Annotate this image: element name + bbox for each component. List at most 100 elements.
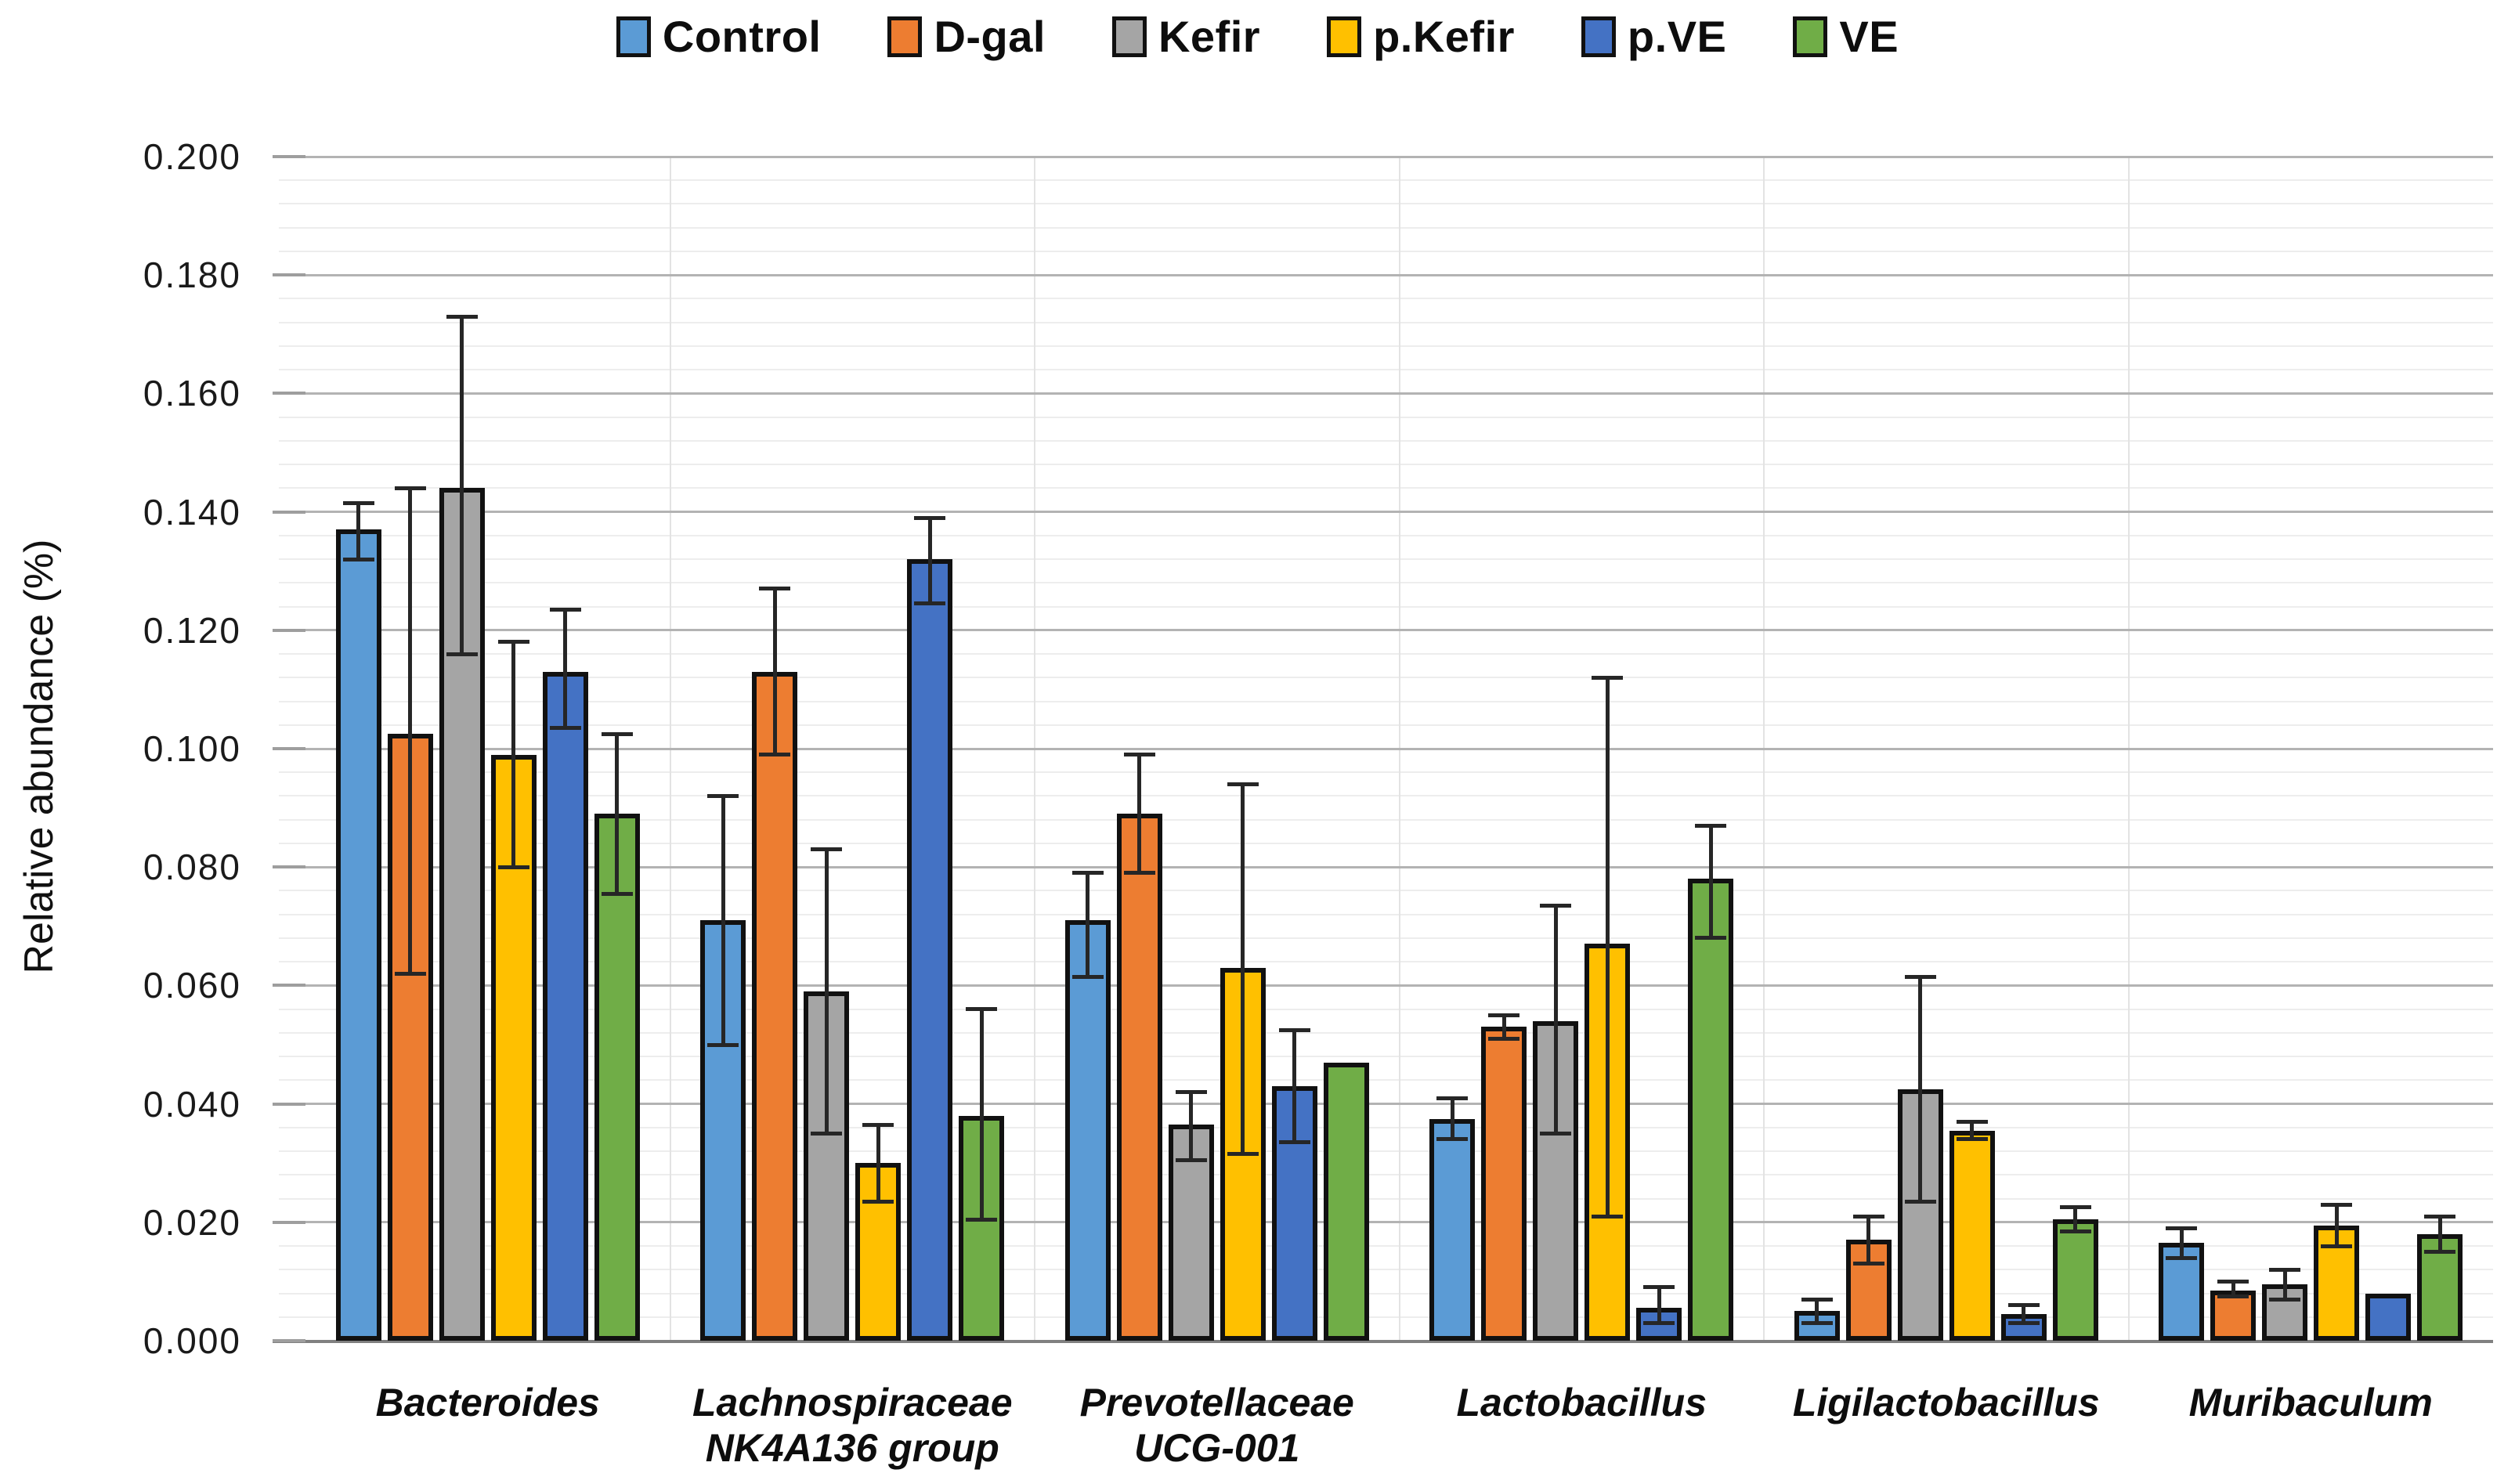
legend-item-kefir: Kefir — [1111, 11, 1261, 62]
error-bar-cap-top — [811, 847, 843, 852]
y-tick-mark — [273, 984, 305, 988]
gridline-major — [273, 865, 2493, 868]
legend-swatch-icon — [1793, 16, 1828, 57]
gridline-major — [273, 1221, 2493, 1224]
y-tick-mark — [273, 1339, 305, 1342]
y-tick-label: 0.100 — [143, 728, 241, 769]
error-bar-line — [563, 609, 568, 728]
gridline-minor — [279, 250, 2493, 252]
error-bar-cap-bottom — [1643, 1320, 1675, 1325]
error-bar-cap-bottom — [446, 652, 478, 656]
bar-control-group3 — [1064, 920, 1111, 1341]
error-bar-cap-top — [1801, 1297, 1833, 1302]
gridline-minor — [279, 1008, 2493, 1010]
error-bar-cap-bottom — [497, 865, 529, 869]
gridline-major — [273, 155, 2493, 158]
gridline-minor — [279, 558, 2493, 561]
y-tick-label: 0.020 — [143, 1201, 241, 1243]
bar-p-ve-group1 — [542, 671, 588, 1341]
error-bar-cap-top — [914, 515, 946, 520]
bar-kefir-group1 — [439, 488, 485, 1341]
bar-control-group4 — [1429, 1118, 1476, 1341]
bar-d-gal-group1 — [387, 734, 433, 1341]
error-bar-cap-bottom — [759, 753, 791, 757]
legend-item-ve: VE — [1793, 11, 1899, 62]
error-bar-cap-top — [1278, 1027, 1310, 1032]
y-tick-label: 0.180 — [143, 255, 241, 296]
bar-p-ve-group2 — [907, 559, 953, 1341]
gridline-minor — [279, 890, 2493, 892]
error-bar-cap-bottom — [1540, 1131, 1572, 1136]
error-bar-cap-bottom — [1956, 1137, 1988, 1142]
gridline-minor — [279, 1126, 2493, 1128]
gridline-minor — [279, 369, 2493, 371]
bar-ve-group1 — [594, 814, 640, 1341]
bar-d-gal-group4 — [1481, 1027, 1527, 1341]
legend-swatch-icon — [1327, 16, 1362, 57]
error-bar-cap-top — [601, 731, 633, 736]
bar-control-group1 — [335, 529, 381, 1341]
gridline-minor — [279, 226, 2493, 229]
error-bar-cap-top — [2059, 1205, 2091, 1210]
gridline-minor — [279, 842, 2493, 844]
error-bar-cap-top — [1904, 974, 1936, 979]
error-bar-cap-top — [2424, 1214, 2456, 1219]
error-bar-cap-bottom — [1801, 1320, 1833, 1325]
gridline-minor — [279, 771, 2493, 774]
legend-swatch-icon — [1581, 16, 1616, 57]
gridline-minor — [279, 913, 2493, 915]
error-bar-cap-bottom — [707, 1042, 739, 1047]
error-bar-line — [721, 796, 725, 1045]
legend-label: VE — [1839, 12, 1899, 61]
gridline-minor — [279, 961, 2493, 963]
legend-item-p-ve: p.VE — [1581, 11, 1726, 62]
gridline-minor — [279, 1292, 2493, 1294]
error-bar-line — [2334, 1204, 2339, 1247]
gridline-minor — [279, 1197, 2493, 1200]
error-bar-cap-top — [1695, 823, 1727, 828]
category-label-group3: Prevotellaceae UCG-001 — [1079, 1381, 1354, 1470]
gridline-minor — [279, 298, 2493, 300]
error-bar-cap-bottom — [2059, 1229, 2091, 1233]
error-bar-cap-top — [2007, 1303, 2040, 1308]
error-bar-cap-bottom — [1695, 936, 1727, 941]
error-bar-cap-bottom — [862, 1199, 894, 1204]
y-tick-mark — [273, 273, 305, 277]
error-bar-cap-bottom — [2007, 1320, 2040, 1325]
legend: Control D-gal Kefir p.Kefir p.VE VE — [0, 11, 2515, 62]
gridline-major — [273, 392, 2493, 395]
error-bar-cap-bottom — [1904, 1199, 1936, 1204]
error-bar-cap-top — [1540, 903, 1572, 908]
gridline-minor — [279, 937, 2493, 939]
legend-swatch-icon — [616, 16, 651, 57]
error-bar-cap-bottom — [2321, 1244, 2353, 1248]
gridline-minor — [279, 1056, 2493, 1058]
error-bar-cap-bottom — [601, 891, 633, 896]
error-bar-cap-bottom — [914, 601, 946, 606]
category-label-group2: Lachnospiraceae NK4A136 group — [692, 1381, 1013, 1470]
gridline-major — [273, 629, 2493, 632]
error-bar-cap-bottom — [394, 971, 426, 976]
error-bar-cap-top — [707, 793, 739, 798]
error-bar-line — [356, 503, 361, 560]
gridline-major — [273, 984, 2493, 987]
error-bar-line — [511, 641, 516, 868]
category-label-group5: Ligilactobacillus — [1792, 1381, 2100, 1424]
error-bar-cap-bottom — [2217, 1294, 2249, 1298]
category-label-group1: Bacteroides — [375, 1381, 600, 1424]
y-tick-label: 0.160 — [143, 373, 241, 414]
legend-swatch-icon — [1111, 16, 1147, 57]
y-tick-mark — [273, 1102, 305, 1106]
gridline-minor — [279, 179, 2493, 182]
gridline-minor — [279, 439, 2493, 442]
bar-p-ve-group6 — [2365, 1293, 2412, 1341]
legend-label: p.Kefir — [1373, 12, 1515, 61]
error-bar-cap-bottom — [811, 1131, 843, 1136]
y-tick-label: 0.200 — [143, 136, 241, 177]
gridline-minor — [279, 1245, 2493, 1247]
error-bar-line — [2282, 1269, 2287, 1300]
error-bar-line — [772, 588, 777, 755]
y-tick-mark — [273, 392, 305, 395]
legend-label: Kefir — [1158, 12, 1261, 61]
error-bar-line — [824, 849, 829, 1134]
